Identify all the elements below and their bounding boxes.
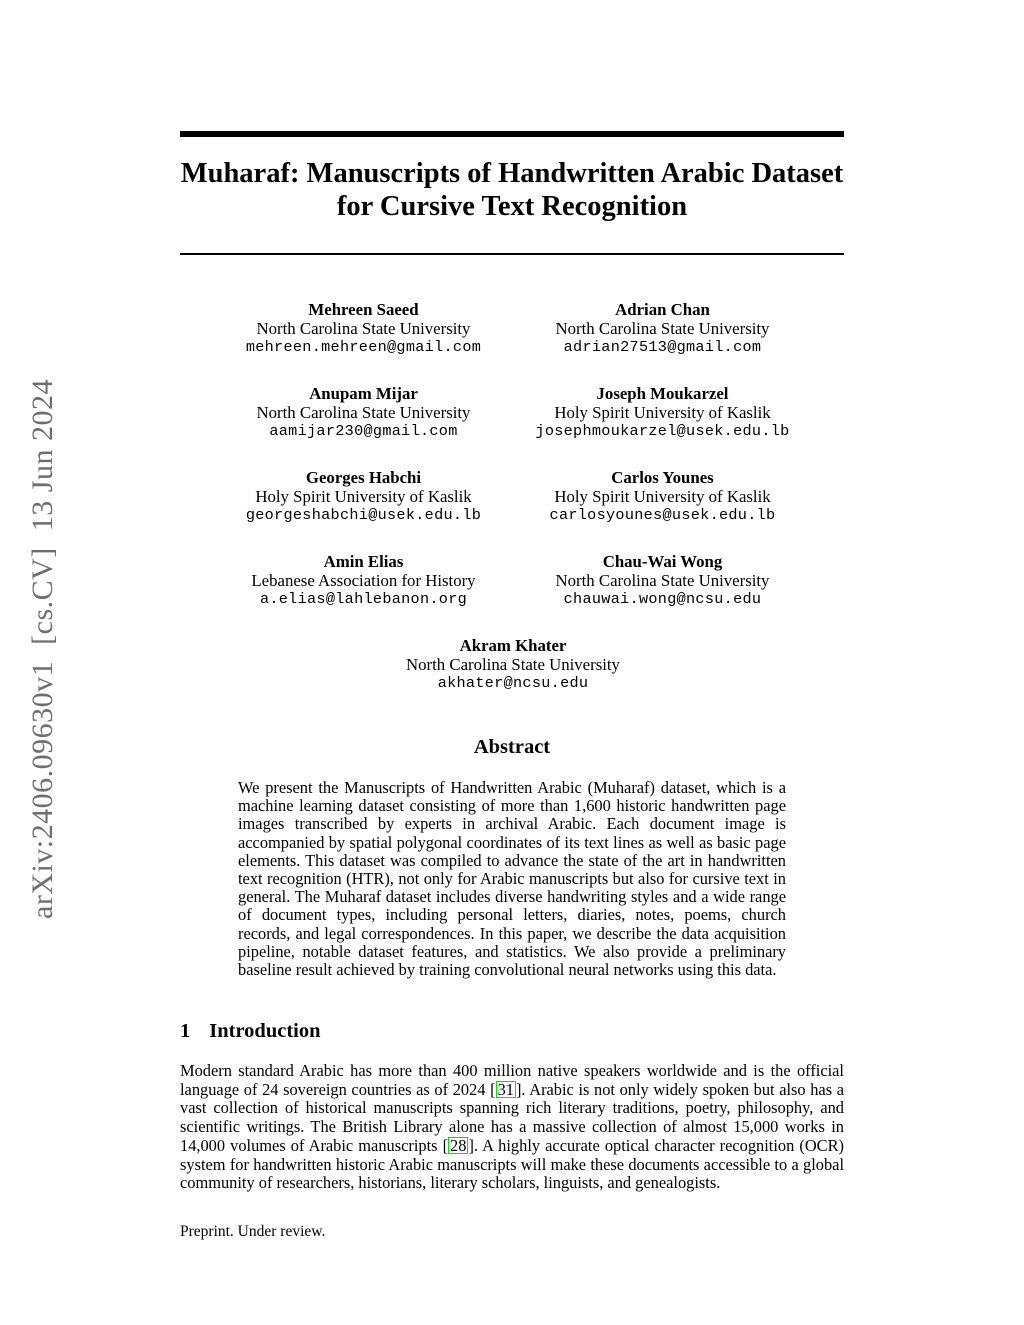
author-affiliation: Holy Spirit University of Kaslik: [255, 486, 472, 506]
title-rule-bottom: [180, 253, 844, 255]
author-name: Amin Elias: [323, 552, 404, 571]
abstract-text: We present the Manuscripts of Handwritte…: [238, 778, 786, 980]
author-email: a.elias@lahlebanon.org: [259, 590, 468, 609]
author-name: Akram Khater: [459, 636, 567, 655]
author-affiliation: North Carolina State University: [555, 570, 770, 590]
author-email: josephmoukarzel@usek.edu.lb: [535, 422, 790, 441]
author-block: Akram Khater North Carolina State Univer…: [214, 636, 812, 721]
title-rule-top: [180, 131, 844, 137]
author-block: Amin Elias Lebanese Association for Hist…: [214, 552, 513, 637]
citation-link-28[interactable]: 28: [448, 1135, 469, 1155]
author-block: Joseph Moukarzel Holy Spirit University …: [513, 384, 812, 469]
author-email: carlosyounes@usek.edu.lb: [549, 506, 776, 525]
title-line-2: for Cursive Text Recognition: [336, 190, 688, 222]
title-line-1: Muharaf: Manuscripts of Handwritten Arab…: [180, 158, 844, 189]
author-name: Adrian Chan: [615, 300, 710, 319]
arxiv-stamp: arXiv:2406.09630v1 [cs.CV] 13 Jun 2024: [26, 379, 59, 919]
author-affiliation: Lebanese Association for History: [251, 570, 476, 590]
author-email: adrian27513@gmail.com: [563, 338, 762, 357]
section-title: Introduction: [209, 1020, 321, 1042]
author-name: Carlos Younes: [611, 468, 714, 487]
intro-paragraph: Modern standard Arabic has more than 400…: [180, 1061, 844, 1193]
intro-text-segment: ]. A highly accurate optical character r…: [180, 1135, 844, 1193]
citation-link-31[interactable]: 31: [495, 1079, 516, 1099]
author-block: Carlos Younes Holy Spirit University of …: [513, 468, 812, 553]
author-affiliation: North Carolina State University: [406, 654, 620, 674]
author-affiliation: Holy Spirit University of Kaslik: [554, 486, 771, 506]
authors-section: Mehreen Saeed North Carolina State Unive…: [214, 300, 812, 721]
section-number: 1: [180, 1020, 191, 1042]
section-heading-introduction: 1 Introduction: [180, 1020, 321, 1043]
author-block: Adrian Chan North Carolina State Univers…: [513, 300, 812, 385]
author-affiliation: North Carolina State University: [256, 318, 471, 338]
author-block: Anupam Mijar North Carolina State Univer…: [214, 384, 513, 469]
author-name: Mehreen Saeed: [308, 300, 419, 319]
abstract-heading: Abstract: [473, 736, 551, 758]
author-email: aamijar230@gmail.com: [269, 422, 458, 441]
author-affiliation: North Carolina State University: [555, 318, 770, 338]
author-block: Georges Habchi Holy Spirit University of…: [214, 468, 513, 553]
preprint-footer-note: Preprint. Under review.: [180, 1223, 326, 1240]
author-name: Chau-Wai Wong: [602, 552, 723, 571]
author-name: Anupam Mijar: [309, 384, 418, 403]
page-title: Muharaf: Manuscripts of Handwritten Arab…: [180, 158, 844, 223]
author-email: mehreen.mehreen@gmail.com: [245, 338, 482, 357]
intro-text-segment: Modern standard Arabic has more than 400…: [180, 1061, 844, 1099]
paper-content: Muharaf: Manuscripts of Handwritten Arab…: [180, 0, 844, 1325]
author-name: Georges Habchi: [305, 468, 422, 487]
author-affiliation: North Carolina State University: [256, 402, 471, 422]
author-email: akhater@ncsu.edu: [437, 674, 589, 693]
author-block: Mehreen Saeed North Carolina State Unive…: [214, 300, 513, 385]
author-email: georgeshabchi@usek.edu.lb: [245, 506, 482, 525]
intro-text-segment: ]. Arabic is not only widely spoken but …: [180, 1079, 844, 1155]
author-name: Joseph Moukarzel: [596, 384, 729, 403]
author-affiliation: Holy Spirit University of Kaslik: [554, 402, 771, 422]
author-email: chauwai.wong@ncsu.edu: [563, 590, 762, 609]
author-block: Chau-Wai Wong North Carolina State Unive…: [513, 552, 812, 637]
